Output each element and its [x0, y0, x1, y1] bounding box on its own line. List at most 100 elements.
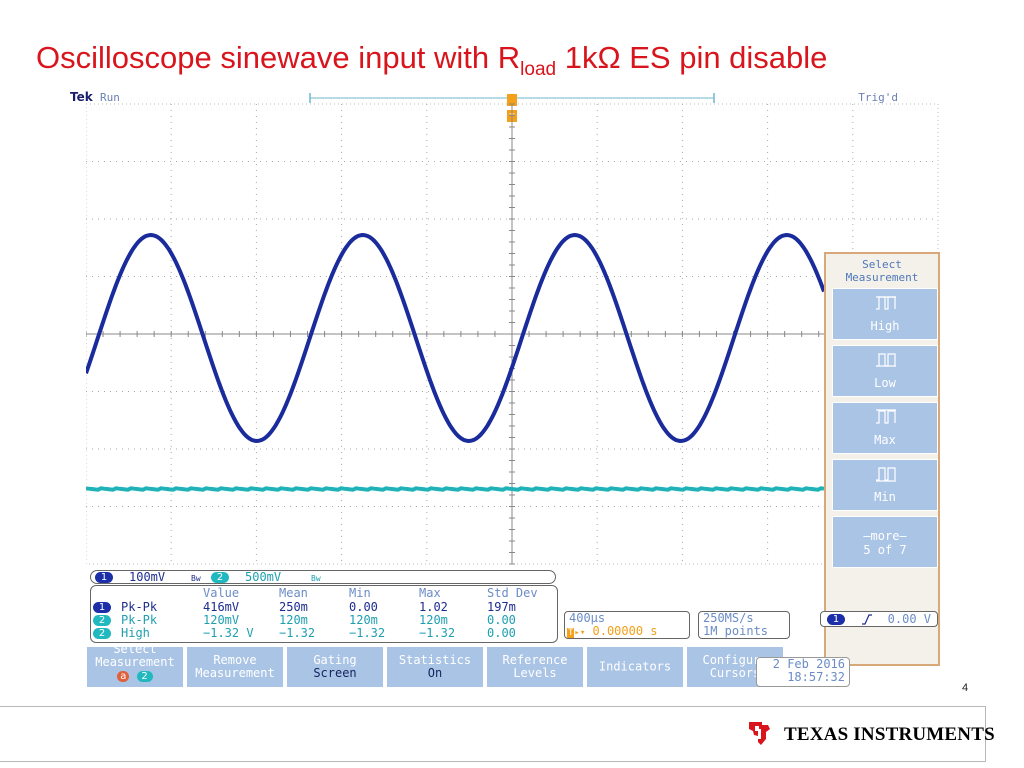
statistics-labels: Statistics On [387, 654, 483, 680]
remove-measurement-button[interactable]: Remove Measurement [186, 646, 284, 688]
ch1-bw-icon: Bw [191, 574, 201, 583]
header-min: Min [349, 586, 371, 600]
bottom-btn-1-line1: Select [113, 642, 157, 656]
row3-channel-badge: 2 [93, 628, 111, 639]
ch2-badge: 2 [211, 572, 229, 583]
graticule-grid [86, 103, 939, 565]
ti-wordmark: TEXAS INSTRUMENTS [784, 724, 995, 745]
oscilloscope-screen: Tek Run Trig'd T 2 Select Measurement [70, 88, 940, 688]
bottom-btn-2-line2: Measurement [195, 666, 275, 680]
indicators-button[interactable]: Indicators [586, 646, 684, 688]
high-pulse-icon [876, 296, 896, 310]
acquisition-status: Run [100, 91, 120, 104]
rising-edge-icon [862, 614, 872, 625]
time: 18:57:32 [787, 670, 845, 684]
trigger-delay-value: 0.00000 s [592, 624, 658, 638]
configure-cursors-labels: Configure Cursors [687, 654, 783, 680]
date: 2 Feb 2016 [772, 657, 845, 671]
tek-logo: Tek [70, 90, 93, 104]
ch2-scale: 500mV [245, 570, 282, 584]
low-label: Low [874, 376, 896, 390]
row1-name: Pk-Pk [121, 600, 158, 614]
bottom-btn-1-line2: Measurement [95, 655, 175, 669]
bottom-btn-6-line1: Indicators [598, 659, 672, 674]
header-max: Max [419, 586, 441, 600]
row2-std-dev: 0.00 [487, 613, 516, 627]
ch2-trace [86, 486, 825, 492]
gating-labels: Gating Screen [287, 654, 383, 680]
row1-max: 1.02 [419, 600, 448, 614]
bottom-btn-4-line1: Statistics [398, 653, 472, 667]
trigger-delay-icon: T [567, 628, 575, 638]
slide-footer [0, 706, 986, 762]
select-measurement-button[interactable]: Select Measurement a 2 [86, 643, 184, 688]
trigger-channel: 1 [827, 613, 845, 626]
row2-mean: 120m [279, 613, 308, 627]
channel-readout-bar: 1 100mV Bw 2 500mV Bw [90, 570, 556, 584]
page-number: 4 [962, 682, 969, 694]
min-pulse-icon [876, 467, 896, 482]
title-subscript: load [520, 59, 557, 80]
min-label: Min [874, 490, 896, 504]
bottom-btn-7-line1: Configure [702, 653, 768, 667]
trigger-readout[interactable]: 1 0.00 V [820, 611, 938, 627]
ch2-bw-icon: Bw [311, 574, 321, 583]
max-pulse-icon [876, 409, 896, 424]
select-measurement-menu: Select Measurement High Low Max Min —mor… [824, 252, 940, 666]
trigger-delay-arrow-icon: ▸▾ [574, 628, 586, 638]
row1-std-dev: 197m [487, 600, 516, 614]
statistics-button[interactable]: Statistics On [386, 646, 484, 688]
record-length: 1M points [703, 624, 769, 638]
header-std-dev: Std Dev [487, 586, 538, 600]
bottom-btn-5-line1: Reference [502, 653, 568, 667]
ch1-readout[interactable]: 1 [95, 571, 113, 584]
measure-high-button[interactable]: High [832, 288, 938, 340]
gating-button[interactable]: Gating Screen [286, 646, 384, 688]
title-prefix: Oscilloscope sinewave input with R [36, 40, 521, 75]
date-time-readout: 2 Feb 2016 18:57:32 [756, 657, 850, 687]
timebase-readout[interactable]: 400µs T▸▾ 0.00000 s [564, 611, 690, 639]
row1-mean: 250m [279, 600, 308, 614]
ch1-scale: 100mV [129, 570, 166, 584]
row2-value: 120mV [203, 613, 240, 627]
row1-channel-badge: 1 [93, 602, 111, 613]
remove-measurement-labels: Remove Measurement [187, 654, 283, 680]
bottom-btn-7-line2: Cursors [709, 666, 761, 680]
title-suffix: 1kΩ ES pin disable [556, 40, 828, 75]
row3-max: −1.32 [419, 626, 456, 640]
acquisition-readout[interactable]: 250MS/s 1M points [698, 611, 790, 639]
table-row-2-channel: 2 [93, 614, 111, 627]
ch2-readout[interactable]: 2 [211, 571, 229, 584]
side-menu-title: Select Measurement [826, 258, 938, 284]
select-measurement-labels: Select Measurement a 2 [87, 643, 183, 683]
low-pulse-icon [876, 353, 896, 367]
row2-max: 120m [419, 613, 448, 627]
bottom-btn-5-line2: Levels [513, 666, 557, 680]
ch1-badge: 1 [95, 572, 113, 583]
indicators-labels: Indicators [587, 659, 683, 674]
ti-logo-icon [749, 722, 770, 745]
measure-max-button[interactable]: Max [832, 402, 938, 454]
row3-min: −1.32 [349, 626, 386, 640]
sample-rate: 250MS/s [703, 611, 754, 625]
more-line1: —more— [863, 529, 907, 543]
max-label: Max [874, 433, 896, 447]
reference-levels-button[interactable]: Reference Levels [486, 646, 584, 688]
table-row-1-channel: 1 [93, 601, 111, 614]
header-mean: Mean [279, 586, 308, 600]
more-label: —more— 5 of 7 [833, 529, 937, 557]
measure-low-button[interactable]: Low [832, 345, 938, 397]
header-value: Value [203, 586, 240, 600]
row1-value: 416mV [203, 600, 240, 614]
row3-value: −1.32 V [203, 626, 254, 640]
bottom-btn-3-line1: Gating [313, 653, 357, 667]
more-button[interactable]: —more— 5 of 7 [832, 516, 938, 568]
ch1-trace [86, 232, 826, 444]
trigger-delay-line: T▸▾ 0.00000 s [565, 625, 689, 640]
measure-min-button[interactable]: Min [832, 459, 938, 511]
reference-levels-labels: Reference Levels [487, 654, 583, 680]
high-label: High [870, 319, 900, 333]
gating-value: Screen [313, 666, 357, 680]
timebase-scale: 400µs [569, 611, 606, 625]
row1-min: 0.00 [349, 600, 378, 614]
